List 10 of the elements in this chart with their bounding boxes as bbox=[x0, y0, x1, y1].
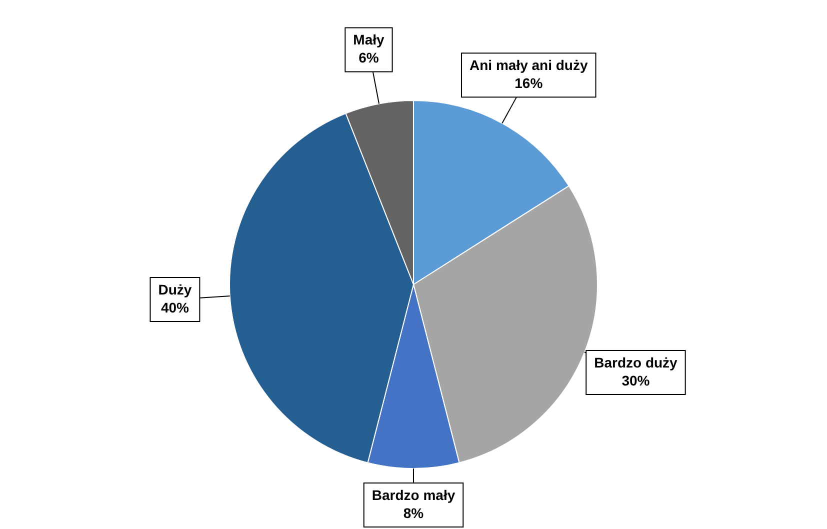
data-label: 30% bbox=[622, 372, 650, 388]
slice-label: Bardzo mały bbox=[372, 486, 456, 503]
slice-label: Bardzo duży bbox=[594, 354, 678, 370]
data-label: 16% bbox=[514, 74, 544, 91]
data-label: 8% bbox=[403, 504, 424, 521]
slice-label: Duży bbox=[158, 281, 192, 298]
data-label: 40% bbox=[160, 299, 190, 316]
slice-label: Ani mały ani duży bbox=[470, 56, 588, 73]
data-label: 6% bbox=[358, 50, 380, 66]
slice-label: Mały bbox=[353, 32, 384, 48]
